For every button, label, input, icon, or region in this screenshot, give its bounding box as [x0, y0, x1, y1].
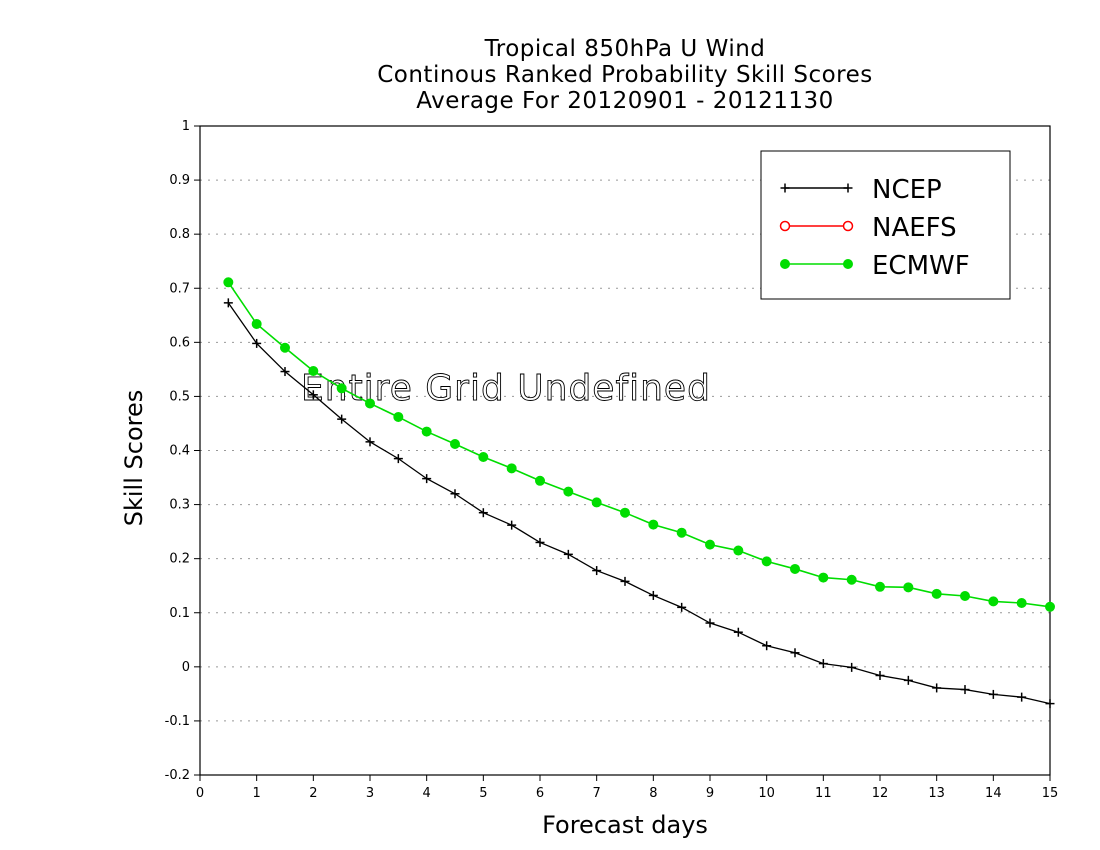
ecmwf-point — [676, 527, 687, 538]
ecmwf-point — [535, 475, 545, 486]
chart-title-line-3: Average For 20120901 - 20121130 — [416, 88, 834, 114]
x-axis: 0 1 2 3 4 5 6 7 8 9 10 11 12 13 14 15 — [196, 775, 1058, 801]
ecmwf-point — [223, 277, 234, 288]
ecmwf-point — [761, 556, 772, 567]
series-ecmwf — [223, 277, 1055, 612]
y-tick-label: 0 — [182, 660, 190, 675]
legend-box — [760, 150, 1011, 300]
y-tick-label: 0.5 — [169, 389, 190, 404]
ecmwf-point — [903, 582, 914, 593]
legend-marker-ecmwf-start — [780, 259, 790, 269]
ecmwf-point — [705, 539, 715, 550]
ecmwf-point — [620, 507, 630, 518]
ecmwf-point — [251, 318, 262, 329]
legend-label-naefs: NAEFS — [872, 213, 957, 243]
y-axis-label: Skill Scores — [120, 390, 148, 527]
y-tick-label: -0.2 — [165, 768, 190, 783]
x-tick-label: 4 — [423, 786, 431, 801]
legend: NCEP NAEFS ECMWF — [760, 150, 1011, 300]
y-tick-label: 1 — [182, 119, 190, 134]
x-tick-label: 2 — [309, 786, 317, 801]
ncep-line — [227, 302, 1051, 705]
y-tick-label: 0.8 — [169, 227, 190, 242]
x-tick-label: 6 — [536, 786, 544, 801]
y-tick-label: 0.2 — [169, 552, 190, 567]
y-tick-label: 0.4 — [169, 444, 190, 459]
legend-marker-ecmwf-end — [843, 259, 853, 269]
y-tick-label: -0.1 — [165, 714, 190, 729]
x-tick-label: 12 — [872, 786, 889, 801]
ecmwf-point — [506, 463, 517, 474]
ecmwf-point — [875, 581, 885, 592]
series-ncep — [223, 298, 1055, 709]
legend-entry-ecmwf: ECMWF — [780, 251, 970, 281]
ecmwf-point — [931, 588, 942, 599]
undefined-grid-annotation: Entire Grid Undefined — [301, 368, 711, 409]
x-tick-label: 3 — [366, 786, 374, 801]
legend-entry-naefs: NAEFS — [779, 213, 957, 243]
ecmwf-point — [365, 398, 375, 409]
x-tick-label: 11 — [815, 786, 832, 801]
ecmwf-point — [1045, 601, 1055, 612]
ecmwf-point — [308, 365, 319, 376]
legend-entry-ncep: NCEP — [780, 175, 942, 205]
legend-marker-naefs-end — [842, 220, 854, 232]
y-tick-label: 0.9 — [169, 173, 190, 188]
ecmwf-point — [478, 451, 489, 462]
x-tick-label: 9 — [706, 786, 714, 801]
legend-label-ncep: NCEP — [872, 175, 942, 205]
ecmwf-line — [227, 281, 1051, 608]
chart-title-line-2: Continous Ranked Probability Skill Score… — [377, 62, 873, 88]
ecmwf-point — [846, 574, 857, 585]
ecmwf-point — [790, 563, 800, 574]
y-tick-label: 0.6 — [169, 335, 190, 350]
chart-title-line-1: Tropical 850hPa U Wind — [484, 36, 766, 62]
x-axis-label: Forecast days — [542, 811, 708, 839]
ecmwf-point — [393, 411, 404, 422]
ecmwf-point — [591, 497, 602, 508]
x-tick-label: 13 — [928, 786, 945, 801]
x-tick-label: 15 — [1042, 786, 1059, 801]
ecmwf-point — [818, 572, 829, 583]
x-tick-label: 1 — [253, 786, 261, 801]
ecmwf-point — [563, 486, 574, 497]
y-axis: -0.2 -0.1 0 0.1 0.2 0.3 0.4 0.5 0.6 0.7 0.8 0.9 1 — [165, 119, 200, 783]
ecmwf-point — [336, 383, 347, 394]
x-tick-label: 8 — [649, 786, 657, 801]
ecmwf-point — [648, 519, 659, 530]
x-tick-label: 7 — [593, 786, 601, 801]
ecmwf-point — [988, 596, 999, 607]
ecmwf-point — [1016, 598, 1027, 609]
ecmwf-point — [450, 439, 460, 450]
y-tick-label: 0.7 — [169, 281, 190, 296]
grid-lines — [200, 179, 1050, 722]
ecmwf-point — [733, 545, 744, 556]
ecmwf-point — [280, 342, 290, 353]
ecmwf-point — [960, 590, 970, 601]
legend-marker-naefs-start — [779, 220, 791, 232]
y-tick-label: 0.3 — [169, 498, 190, 513]
series-layer — [223, 277, 1055, 709]
x-tick-label: 0 — [196, 786, 204, 801]
x-tick-label: 5 — [479, 786, 487, 801]
x-tick-label: 14 — [985, 786, 1002, 801]
legend-label-ecmwf: ECMWF — [872, 251, 970, 281]
ecmwf-point — [421, 426, 432, 437]
x-tick-label: 10 — [758, 786, 775, 801]
y-tick-label: 0.1 — [169, 606, 190, 621]
